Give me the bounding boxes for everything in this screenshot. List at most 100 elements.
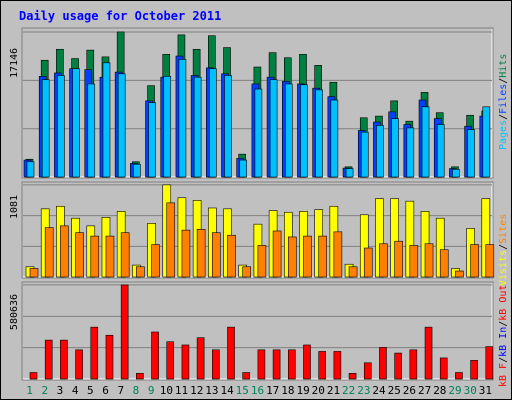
legend-item: Sites (498, 214, 509, 244)
bar-kb-f (409, 349, 418, 380)
bar-kb-f (470, 360, 478, 380)
day-label: 8 (133, 384, 140, 397)
bar-sites (166, 202, 176, 278)
bar-kb-f (90, 326, 99, 380)
bar-kb-f (166, 341, 175, 380)
bar-kb-f (287, 349, 296, 380)
bar-kb-f (348, 373, 357, 380)
bar-pages (284, 83, 293, 178)
day-label: 28 (433, 384, 446, 397)
bar-pages (41, 79, 50, 178)
day-label: 25 (388, 384, 401, 397)
bar-pages (269, 79, 278, 178)
bar-pages (117, 73, 126, 178)
legend-separator: / (498, 357, 509, 363)
legend-item: Hits (498, 54, 509, 78)
bar-kb-f (379, 347, 387, 380)
bar-pages (360, 131, 369, 178)
day-label: 5 (87, 384, 94, 397)
bar-sites (455, 270, 464, 278)
day-label: 23 (357, 384, 370, 397)
bar-pages (133, 164, 141, 178)
chart-title: Daily usage for October 2011 (19, 9, 222, 23)
bar-kb-f (272, 349, 281, 380)
day-label: 30 (464, 384, 477, 397)
day-label: 29 (448, 384, 461, 397)
day-label: 21 (327, 384, 340, 397)
panel-top-border (21, 27, 494, 179)
bar-kb-f (333, 351, 342, 380)
day-label: 13 (205, 384, 218, 397)
bar-kb-f (105, 334, 114, 380)
day-label: 31 (479, 384, 492, 397)
bar-pages (300, 84, 308, 178)
bar-kb-f (242, 372, 251, 380)
bar-kb-f (227, 326, 235, 380)
bar-sites (90, 235, 100, 278)
bar-pages (224, 75, 232, 178)
legend-item: kB Out (498, 285, 509, 321)
bar-sites (379, 243, 388, 278)
bar-sites (363, 247, 373, 278)
bar-sites (272, 230, 282, 278)
bar-kb-f (181, 344, 190, 380)
bar-pages (209, 68, 217, 178)
bar-kb-f (196, 337, 205, 380)
day-label: 17 (266, 384, 279, 397)
bar-sites (394, 240, 403, 278)
day-label: 20 (312, 384, 325, 397)
day-label: 18 (281, 384, 294, 397)
bar-kb-f (120, 284, 129, 380)
day-label: 26 (403, 384, 416, 397)
bar-kb-f (455, 372, 463, 380)
bar-sites (105, 235, 115, 278)
bar-kb-f (257, 349, 266, 380)
day-label: 12 (190, 384, 203, 397)
day-label: 24 (372, 384, 386, 397)
legend-item: kB In (498, 327, 509, 357)
day-label: 22 (342, 384, 355, 397)
bar-sites (439, 249, 449, 278)
legend-separator: / (498, 244, 509, 250)
bar-pages (57, 75, 65, 178)
bar-kb-f (60, 339, 68, 380)
bar-pages (315, 89, 323, 178)
legend-separator: / (498, 321, 509, 327)
bar-pages (391, 118, 399, 178)
bar-pages (406, 127, 415, 178)
bar-kb-f (29, 372, 38, 380)
y-max-label: 580636 (9, 294, 20, 330)
bar-sites (485, 244, 495, 278)
bar-kb-f (424, 326, 433, 380)
bar-kb-f (44, 339, 53, 380)
bar-sites (227, 234, 236, 278)
bar-kb-f (318, 351, 326, 380)
bar-kb-f (485, 346, 494, 380)
bar-pages (254, 88, 263, 178)
bar-pages (467, 129, 475, 178)
legend-item: kB F (498, 363, 509, 387)
day-label: 9 (148, 384, 155, 397)
bar-sites (303, 235, 312, 278)
bar-pages (436, 124, 445, 178)
legend-item: Files (498, 84, 509, 114)
bar-sites (120, 232, 130, 278)
bar-sites (136, 266, 145, 278)
day-label: 4 (72, 384, 79, 397)
bar-sites (409, 245, 419, 278)
bar-pages (87, 83, 96, 178)
bar-kb-f (303, 344, 311, 380)
bar-pages (102, 62, 111, 178)
bar-sites (44, 227, 54, 278)
bar-sites (212, 232, 221, 278)
bar-sites (333, 231, 343, 278)
day-label: 11 (175, 384, 188, 397)
bar-sites (242, 266, 252, 278)
bar-pages (193, 76, 202, 178)
legend-item: Visits (498, 250, 509, 286)
bar-sites (470, 244, 479, 278)
bar-pages (452, 169, 460, 178)
bar-kb-f (212, 349, 220, 380)
legend-separator: / (498, 78, 509, 84)
day-label: 6 (102, 384, 109, 397)
